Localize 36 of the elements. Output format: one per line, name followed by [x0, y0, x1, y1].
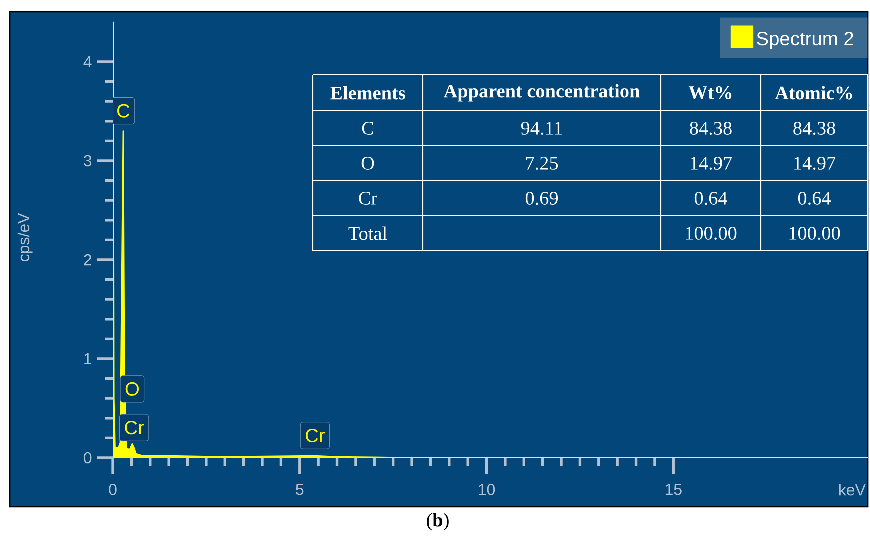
data-label: 0.64 — [694, 192, 728, 206]
annotation: Cr — [306, 428, 326, 443]
data-label: 0.64 — [798, 192, 832, 206]
x-tick-label: 15 — [666, 484, 682, 496]
data-label: 0.69 — [526, 192, 558, 206]
x-tick-label: 10 — [479, 484, 496, 496]
x-tick-label: 0 — [109, 484, 117, 496]
data-label: 7.25 — [526, 156, 558, 170]
category-label: C — [362, 122, 374, 135]
data-label: 84.38 — [794, 122, 836, 136]
category-label: O — [362, 157, 374, 170]
category-label: Total — [348, 226, 388, 240]
y-tick-label: 3 — [84, 155, 92, 167]
annotation: Cr — [125, 421, 144, 435]
data-label: 100.00 — [790, 226, 840, 240]
text: Elements — [330, 86, 406, 100]
data-label: 14.97 — [794, 156, 836, 170]
data-label: 100.00 — [686, 226, 737, 240]
text: Atomic% — [775, 86, 852, 100]
y-axis-title: cps/eV — [18, 213, 33, 262]
series-label: Apparent concentration — [444, 84, 640, 102]
y-tick-label: 0 — [84, 452, 92, 464]
y-tick-label: 2 — [84, 254, 92, 266]
category-label: Cr — [359, 192, 378, 205]
text: Wt% — [688, 86, 732, 100]
data-label: 94.11 — [521, 122, 562, 135]
y-tick-label: 4 — [84, 56, 92, 68]
text: (b) — [427, 513, 449, 531]
x-axis-title: keV — [839, 484, 866, 496]
y-tick-label: 1 — [84, 354, 92, 365]
legend-label: Spectrum 2 — [757, 32, 854, 50]
annotation: O — [126, 382, 139, 396]
data-label: 14.97 — [691, 156, 732, 170]
annotation: C — [118, 104, 130, 118]
data-label: 84.38 — [690, 122, 732, 136]
x-tick-label: 5 — [296, 484, 304, 496]
